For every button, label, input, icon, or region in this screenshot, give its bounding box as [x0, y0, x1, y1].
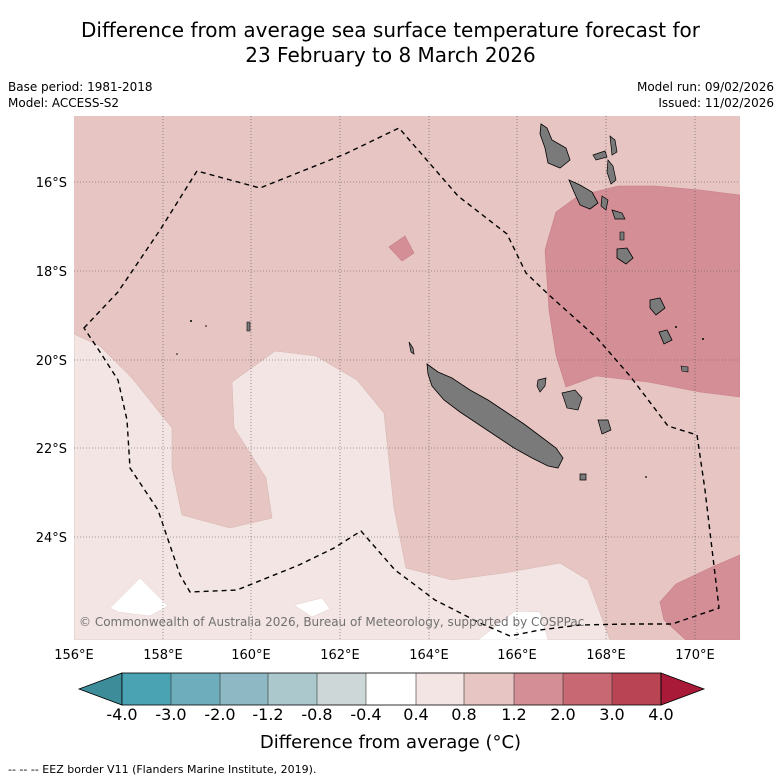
colorbar-tick-label: -0.4 — [350, 705, 381, 724]
colorbar-outline — [121, 672, 662, 706]
colorbar-segment — [268, 673, 317, 705]
anomaly-region-0.4-0.8 — [74, 333, 611, 640]
island-vanuatu — [606, 159, 617, 185]
anomaly-patch-warm — [388, 235, 415, 262]
colorbar-dividers — [170, 673, 613, 705]
lat-label: 22°S — [36, 442, 67, 457]
anomaly-region-1.2-2.0 — [544, 185, 740, 398]
colorbar-title: Difference from average (°C) — [259, 732, 522, 753]
island-vanuatu — [539, 123, 571, 169]
colorbar-segment — [416, 673, 464, 705]
islet — [645, 476, 647, 478]
lat-label: 24°S — [36, 531, 67, 546]
lat-label: 20°S — [36, 354, 67, 369]
island-vanuatu — [568, 179, 599, 210]
island — [408, 341, 415, 355]
island-vanuatu — [680, 365, 689, 373]
island-loyalty — [536, 377, 547, 393]
colorbar: -4.0 -3.0 -2.0 -1.2 -0.8 -0.4 0.4 0.8 1.… — [77, 672, 706, 724]
colorbar-tick-label: 0.4 — [403, 705, 428, 724]
model-name: Model: ACCESS-S2 — [8, 96, 120, 110]
island-vanuatu — [649, 297, 666, 316]
colorbar-extend-high — [660, 672, 706, 706]
island-vanuatu — [616, 247, 634, 265]
title-line-1: Difference from average sea surface temp… — [80, 18, 700, 42]
map-area — [74, 116, 740, 640]
lon-label: 156°E — [54, 648, 94, 663]
islet — [205, 325, 207, 327]
lon-label: 166°E — [497, 648, 537, 663]
lon-label: 160°E — [231, 648, 271, 663]
colorbar-segment — [514, 673, 563, 705]
islet — [190, 320, 192, 322]
island-loyalty — [561, 389, 583, 411]
colorbar-segment — [171, 673, 220, 705]
island-vanuatu — [619, 231, 625, 241]
colorbar-tick-label: 0.8 — [451, 705, 476, 724]
islet — [702, 338, 704, 340]
lon-label: 168°E — [586, 648, 626, 663]
colorbar-extend-low — [77, 672, 123, 706]
island-vanuatu — [658, 329, 673, 345]
longitude-labels: 156°E 158°E 160°E 162°E 164°E 166°E 168°… — [54, 648, 715, 663]
islet — [675, 326, 677, 328]
copyright-notice: © Commonwealth of Australia 2026, Bureau… — [79, 615, 584, 629]
colorbar-segment — [317, 673, 366, 705]
island-vanuatu — [611, 209, 626, 220]
colorbar-tick-label: -3.0 — [155, 705, 186, 724]
island-vanuatu — [609, 135, 618, 156]
issued-date: Issued: 11/02/2026 — [658, 96, 774, 110]
lat-label: 16°S — [36, 176, 67, 191]
island-vanuatu — [592, 150, 608, 161]
base-period: Base period: 1981-2018 — [8, 80, 153, 94]
latitude-labels: 16°S 18°S 20°S 22°S 24°S — [36, 176, 67, 546]
colorbar-tick-label: 1.2 — [501, 705, 526, 724]
chart-title: Difference from average sea surface temp… — [0, 18, 781, 68]
colorbar-tick-label: -2.0 — [204, 705, 235, 724]
colorbar-tick-label: -0.8 — [301, 705, 332, 724]
meta-left: Base period: 1981-2018 Model: ACCESS-S2 — [8, 79, 153, 111]
colorbar-tick-label: -1.2 — [252, 705, 283, 724]
colorbar-tick-label: 4.0 — [648, 705, 673, 724]
eez-border — [83, 127, 720, 637]
colorbar-segment — [464, 673, 514, 705]
lon-label: 162°E — [320, 648, 360, 663]
lat-label: 18°S — [36, 265, 67, 280]
islet — [246, 321, 251, 332]
island-loyalty — [597, 419, 612, 435]
meta-right: Model run: 09/02/2026 Issued: 11/02/2026 — [637, 79, 774, 111]
colorbar-tick-label: -4.0 — [106, 705, 137, 724]
anomaly-patch-neutral — [477, 610, 549, 640]
islet — [176, 353, 178, 355]
model-run: Model run: 09/02/2026 — [636, 80, 774, 94]
colorbar-segment — [612, 673, 661, 705]
anomaly-patch-neutral — [109, 577, 169, 617]
colorbar-segment — [563, 673, 612, 705]
title-line-2: 23 February to 8 March 2026 — [245, 43, 536, 67]
anomaly-patch-neutral — [293, 597, 331, 618]
island-new-caledonia — [426, 363, 564, 469]
lon-label: 164°E — [409, 648, 449, 663]
lon-label: 158°E — [143, 648, 183, 663]
colorbar-segment — [122, 673, 171, 705]
lon-label: 170°E — [675, 648, 715, 663]
colorbar-segment — [366, 673, 416, 705]
colorbar-tick-label: 3.0 — [599, 705, 624, 724]
colorbar-segment — [220, 673, 268, 705]
island — [579, 473, 587, 481]
colorbar-tick-label: 2.0 — [550, 705, 575, 724]
island-vanuatu — [600, 195, 609, 211]
eez-legend: -- -- -- EEZ border V11 (Flanders Marine… — [8, 763, 317, 776]
colorbar-ticks: -4.0 -3.0 -2.0 -1.2 -0.8 -0.4 0.4 0.8 1.… — [106, 705, 673, 724]
